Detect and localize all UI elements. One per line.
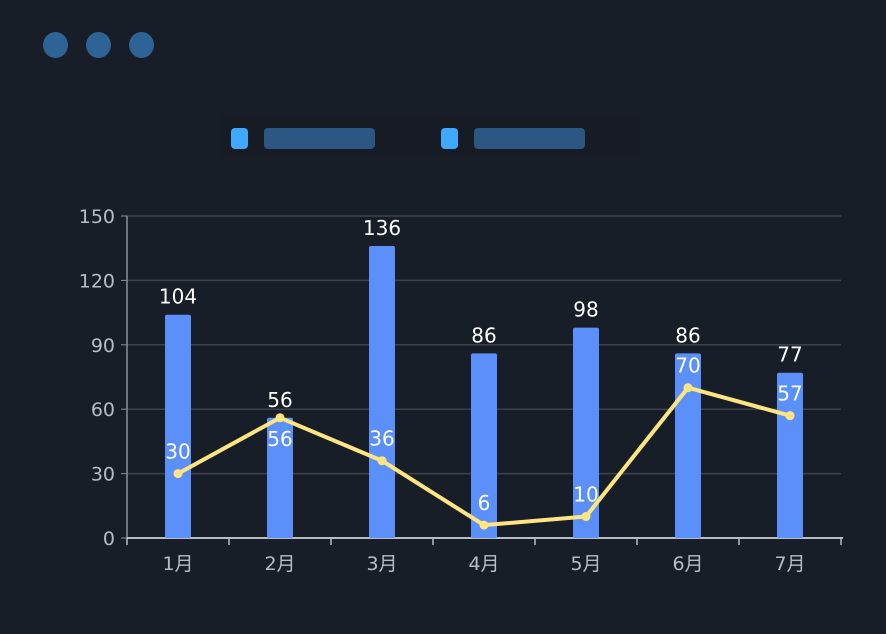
bar: [369, 246, 395, 538]
line-point: [479, 520, 489, 530]
legend-swatch-line[interactable]: [441, 128, 458, 149]
bar-label: 104: [159, 285, 197, 309]
line-point: [377, 456, 387, 466]
legend: [220, 113, 640, 159]
bar-label: 77: [777, 343, 802, 367]
line-point: [785, 411, 795, 421]
bar: [471, 353, 497, 538]
line-point: [173, 469, 183, 479]
bar-label: 86: [471, 323, 496, 347]
bar: [675, 353, 701, 538]
bar-label: 98: [573, 298, 598, 322]
line-label: 6: [478, 491, 491, 515]
x-tick-label: 1月: [162, 553, 193, 575]
line-point: [683, 383, 693, 393]
y-tick-label: 150: [79, 206, 115, 228]
bar-label: 56: [267, 388, 292, 412]
x-tick-label: 2月: [264, 553, 295, 575]
bar: [267, 417, 293, 538]
x-tick-label: 6月: [672, 553, 703, 575]
bar-label: 86: [675, 323, 700, 347]
line-label: 57: [777, 382, 802, 406]
bar-label: 136: [363, 216, 401, 240]
bar: [573, 327, 599, 538]
y-tick-label: 90: [91, 335, 115, 357]
legend-label-line[interactable]: [474, 128, 585, 149]
line-point: [275, 413, 285, 423]
x-tick-label: 3月: [366, 553, 397, 575]
line-label: 56: [267, 427, 292, 451]
y-tick-label: 120: [79, 270, 115, 292]
window-dot-3: [129, 32, 154, 58]
legend-label-bar[interactable]: [264, 128, 375, 149]
x-tick-label: 4月: [468, 553, 499, 575]
window-dot-1: [43, 32, 68, 58]
x-tick-label: 5月: [570, 553, 601, 575]
legend-swatch-bar[interactable]: [231, 128, 248, 149]
line-label: 70: [675, 354, 700, 378]
window-dot-2: [86, 32, 111, 58]
y-tick-label: 30: [91, 464, 115, 486]
x-tick-label: 7月: [774, 553, 805, 575]
y-tick-label: 60: [91, 399, 115, 421]
line-label: 36: [369, 427, 394, 451]
line-label: 30: [165, 440, 190, 464]
y-tick-label: 0: [103, 528, 115, 550]
line-point: [581, 512, 591, 522]
line-label: 10: [573, 483, 598, 507]
bar: [165, 314, 191, 538]
